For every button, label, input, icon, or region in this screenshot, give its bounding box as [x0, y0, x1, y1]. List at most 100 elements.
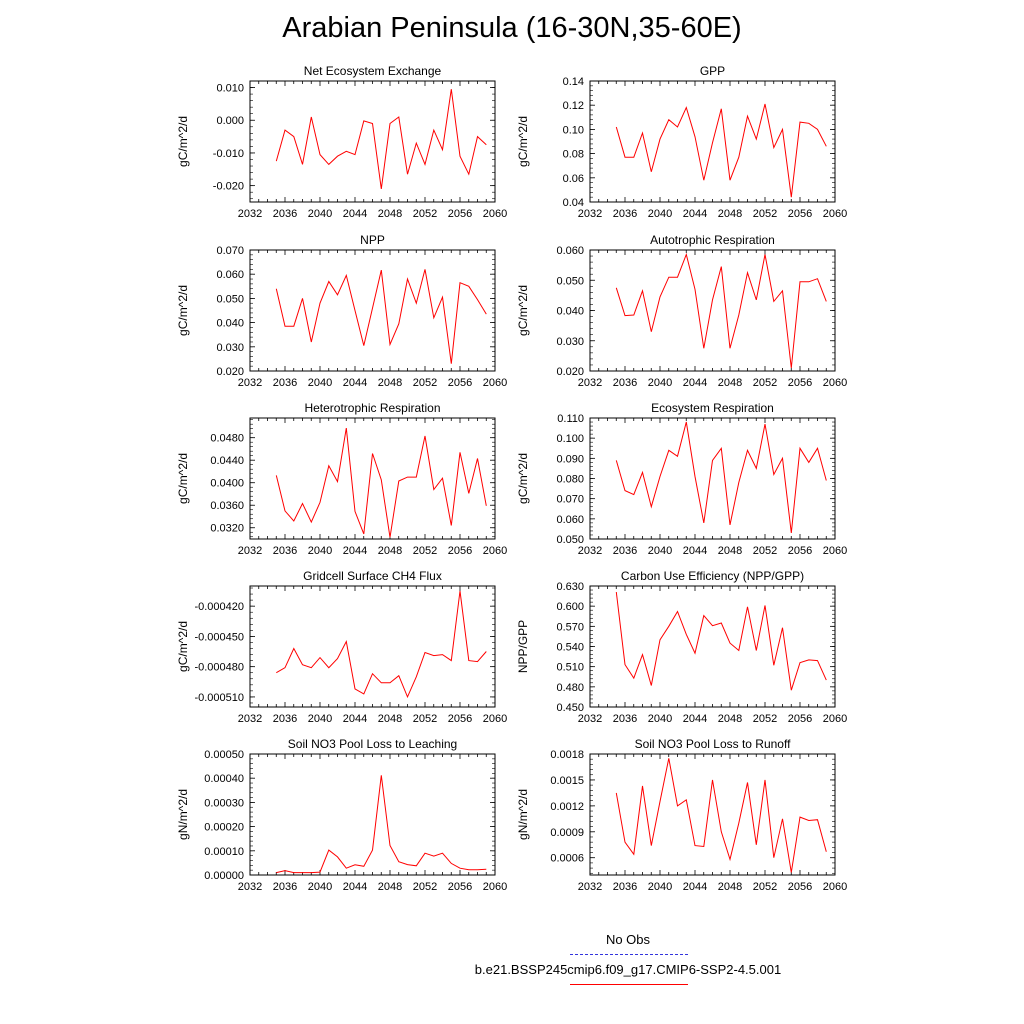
panel-10-ytick-label: 0.0015 — [550, 775, 584, 787]
panel-10-xtick-label: 2056 — [788, 881, 812, 893]
panel-10-series-1-line — [615, 758, 827, 873]
panel-7-xtick-label: 2036 — [273, 713, 297, 725]
panel-7-xtick-label: 2040 — [308, 713, 332, 725]
panel-6-xtick-label: 2056 — [788, 545, 812, 557]
panel-1-ylabel: gC/m^2/d — [176, 116, 190, 167]
panel-9-xtick-label: 2052 — [413, 881, 437, 893]
panel-8-ytick-label: 0.630 — [556, 581, 584, 593]
panel-8-ytick-label: 0.480 — [556, 682, 584, 694]
panel-2-ytick-label: 0.04 — [563, 197, 584, 209]
panel-7-xtick-label: 2032 — [238, 713, 262, 725]
panel-6-xtick-label: 2032 — [578, 545, 602, 557]
panel-2-ytick-label: 0.06 — [563, 173, 584, 185]
panel-7-xtick-label: 2048 — [378, 713, 402, 725]
panel-3-ylabel: gC/m^2/d — [176, 285, 190, 336]
panel-5-xtick-label: 2048 — [378, 545, 402, 557]
panel-6-xtick-label: 2048 — [718, 545, 742, 557]
panel-2-xtick-label: 2060 — [823, 208, 847, 220]
panel-3-xtick-label: 2048 — [378, 377, 402, 389]
panel-5-ytick-label: 0.0480 — [210, 433, 244, 445]
panel-10-xtick-label: 2048 — [718, 881, 742, 893]
panel-3-xtick-label: 2060 — [483, 377, 507, 389]
panel-3-title: NPP — [360, 233, 385, 247]
panel-5-xtick-label: 2052 — [413, 545, 437, 557]
panel-2-xtick-label: 2032 — [578, 208, 602, 220]
panel-10-frame — [589, 753, 836, 876]
panel-4-xtick-label: 2056 — [788, 377, 812, 389]
panel-10-xtick-label: 2060 — [823, 881, 847, 893]
panel-4-xtick-label: 2048 — [718, 377, 742, 389]
panel-8-ytick-label: 0.600 — [556, 601, 584, 613]
panel-2-xtick-label: 2036 — [613, 208, 637, 220]
panel-2-xtick-label: 2052 — [753, 208, 777, 220]
panel-4-frame — [589, 249, 836, 372]
panel-8-xtick-label: 2056 — [788, 713, 812, 725]
panel-9-xtick-label: 2032 — [238, 881, 262, 893]
panel-8-xtick-label: 2044 — [683, 713, 707, 725]
panel-7-ytick-label: -0.000450 — [194, 631, 244, 643]
panel-10-xtick-label: 2052 — [753, 881, 777, 893]
panel-8-title: Carbon Use Efficiency (NPP/GPP) — [621, 569, 804, 583]
panel-1-xtick-label: 2044 — [343, 208, 367, 220]
panel-2-xtick-label: 2040 — [648, 208, 672, 220]
panel-1-ytick-label: -0.020 — [213, 181, 244, 193]
panel-7-xtick-label: 2056 — [448, 713, 472, 725]
panel-5-xtick-label: 2040 — [308, 545, 332, 557]
panel-1-xtick-label: 2060 — [483, 208, 507, 220]
panel-3-ytick-label: 0.060 — [216, 269, 244, 281]
panel-1-xtick-label: 2056 — [448, 208, 472, 220]
panel-5-xtick-label: 2044 — [343, 545, 367, 557]
panel-2-ytick-label: 0.12 — [563, 100, 584, 112]
panel-9-xtick-label: 2056 — [448, 881, 472, 893]
panel-5-ytick-label: 0.0400 — [210, 478, 244, 490]
panel-1-ytick-label: -0.010 — [213, 148, 244, 160]
panel-1-xtick-label: 2036 — [273, 208, 297, 220]
panel-1-xtick-label: 2032 — [238, 208, 262, 220]
panel-7-series-1-line — [276, 590, 487, 699]
panel-7-ytick-label: -0.000420 — [194, 601, 244, 613]
panel-8-ytick-label: 0.570 — [556, 621, 584, 633]
panel-2-xtick-label: 2044 — [683, 208, 707, 220]
legend-run-label: b.e21.BSSP245cmip6.f09_g17.CMIP6-SSP2-4.… — [474, 962, 782, 977]
panel-7-ytick-label: -0.000510 — [194, 692, 244, 704]
panel-8-xtick-label: 2048 — [718, 713, 742, 725]
panel-9-series-1-line — [276, 775, 487, 874]
panel-5-xtick-label: 2032 — [238, 545, 262, 557]
panel-8-ylabel: NPP/GPP — [516, 620, 530, 673]
panel-8-xtick-label: 2036 — [613, 713, 637, 725]
panel-8-xtick-label: 2040 — [648, 713, 672, 725]
panel-8-xtick-label: 2060 — [823, 713, 847, 725]
panel-4-series-1-line — [615, 252, 827, 369]
panel-1-ytick-label: 0.000 — [216, 115, 244, 127]
panel-7-title: Gridcell Surface CH4 Flux — [303, 569, 442, 583]
panel-2-ytick-label: 0.14 — [563, 76, 584, 88]
panel-9-ytick-label: 0.00030 — [204, 797, 244, 809]
panel-6-xtick-label: 2060 — [823, 545, 847, 557]
panel-4-ytick-label: 0.030 — [556, 336, 584, 348]
panel-10-xtick-label: 2040 — [648, 881, 672, 893]
panel-4-xtick-label: 2040 — [648, 377, 672, 389]
panel-5-series-1-line — [275, 428, 487, 538]
panel-6-ylabel: gC/m^2/d — [516, 453, 530, 504]
panel-3-ytick-label: 0.050 — [216, 293, 244, 305]
panel-4-ytick-label: 0.060 — [556, 245, 584, 257]
legend-obs-label: No Obs — [605, 932, 651, 947]
panel-8-xtick-label: 2052 — [753, 713, 777, 725]
panel-6-ytick-label: 0.110 — [557, 413, 584, 425]
panel-3-ytick-label: 0.040 — [216, 318, 244, 330]
panel-10-title: Soil NO3 Pool Loss to Runoff — [635, 737, 792, 751]
panel-8-series-1-line — [615, 591, 827, 691]
panel-4-ytick-label: 0.040 — [556, 306, 584, 318]
panel-9-xtick-label: 2044 — [343, 881, 367, 893]
panel-9-ytick-label: 0.00040 — [204, 773, 244, 785]
panel-2-series-1-line — [615, 103, 827, 198]
panel-10-ytick-label: 0.0012 — [550, 801, 584, 813]
legend-obs-line — [570, 954, 688, 955]
panel-5-frame — [249, 417, 496, 540]
panel-1-xtick-label: 2040 — [308, 208, 332, 220]
panel-1-xtick-label: 2048 — [378, 208, 402, 220]
panel-8-ytick-label: 0.450 — [556, 702, 584, 714]
panel-8-xtick-label: 2032 — [578, 713, 602, 725]
panel-1-title: Net Ecosystem Exchange — [304, 64, 442, 78]
